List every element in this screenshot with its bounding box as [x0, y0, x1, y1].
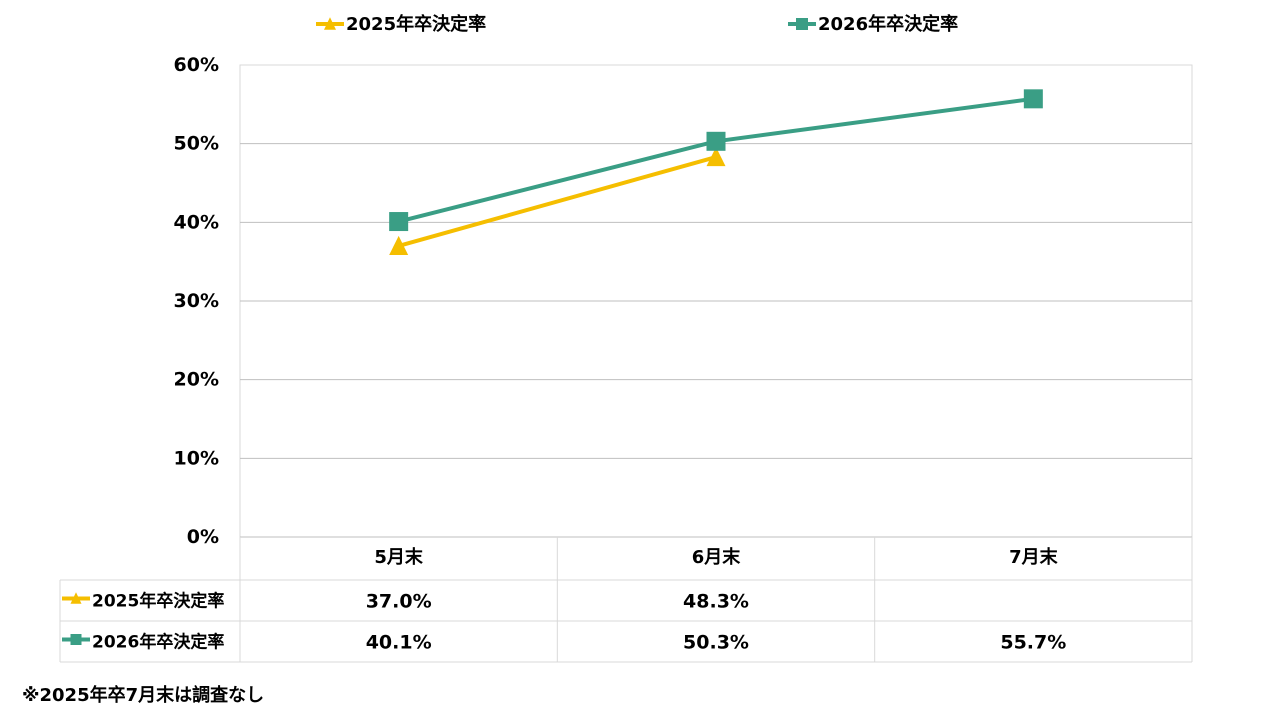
table-row-key: [62, 634, 90, 645]
y-tick-label: 10%: [174, 447, 219, 469]
legend-item: 2026年卒決定率: [788, 13, 958, 35]
y-tick-label: 60%: [174, 54, 219, 76]
legend-label: 2025年卒決定率: [346, 13, 486, 35]
table-row-label: 2026年卒決定率: [92, 632, 224, 653]
legend-key-marker: [70, 592, 82, 604]
data-label: 40.1%: [366, 632, 432, 654]
y-tick-label: 0%: [187, 526, 219, 548]
data-label: 37.0%: [366, 591, 432, 613]
gridlines: [239, 64, 1193, 538]
y-tick-label: 20%: [174, 369, 219, 391]
legend-key: [788, 18, 816, 30]
footnote: ※2025年卒7月末は調査なし: [22, 685, 265, 706]
x-tick-label: 5月末: [374, 546, 424, 568]
x-tick-label: 7月末: [1009, 546, 1059, 568]
data-point: [389, 235, 409, 255]
legend-key: [316, 17, 344, 30]
legend-item: 2025年卒決定率: [316, 13, 486, 35]
data-table: 5月末 6月末 7月末 2025年卒決定率 37.0% 48.3% 2026年卒決定率 40.…: [59, 537, 1193, 663]
line-chart: 2025年卒決定率 2026年卒決定率 0%10%20%30%40%50%60% …: [59, 13, 1193, 663]
y-axis: 0% 10% 20% 30% 40% 50% 60%: [174, 54, 219, 548]
data-label: 55.7%: [1000, 632, 1066, 654]
y-tick-label: 40%: [174, 211, 219, 233]
data-label: 50.3%: [683, 632, 749, 654]
series: [389, 89, 1043, 232]
data-point: [706, 131, 726, 151]
data-label: 48.3%: [683, 591, 749, 613]
legend-key-marker: [324, 17, 336, 30]
legend: 2025年卒決定率 2026年卒決定率: [316, 13, 958, 35]
series-lines: [389, 89, 1043, 255]
legend-key-marker: [70, 634, 82, 645]
legend-key-marker: [796, 18, 808, 30]
series-line: [398, 155, 717, 248]
table-row: 2025年卒決定率 37.0% 48.3%: [62, 591, 749, 613]
data-point: [1023, 89, 1043, 109]
table-row-label: 2025年卒決定率: [92, 591, 224, 612]
data-point: [389, 212, 409, 232]
table-row-key: [62, 592, 90, 604]
table-row: 2026年卒決定率 40.1% 50.3% 55.7%: [62, 632, 1066, 654]
x-tick-label: 6月末: [692, 546, 742, 568]
legend-label: 2026年卒決定率: [818, 13, 958, 35]
data-point: [706, 147, 726, 167]
series: [389, 147, 726, 255]
y-tick-label: 50%: [174, 133, 219, 155]
y-tick-label: 30%: [174, 290, 219, 312]
